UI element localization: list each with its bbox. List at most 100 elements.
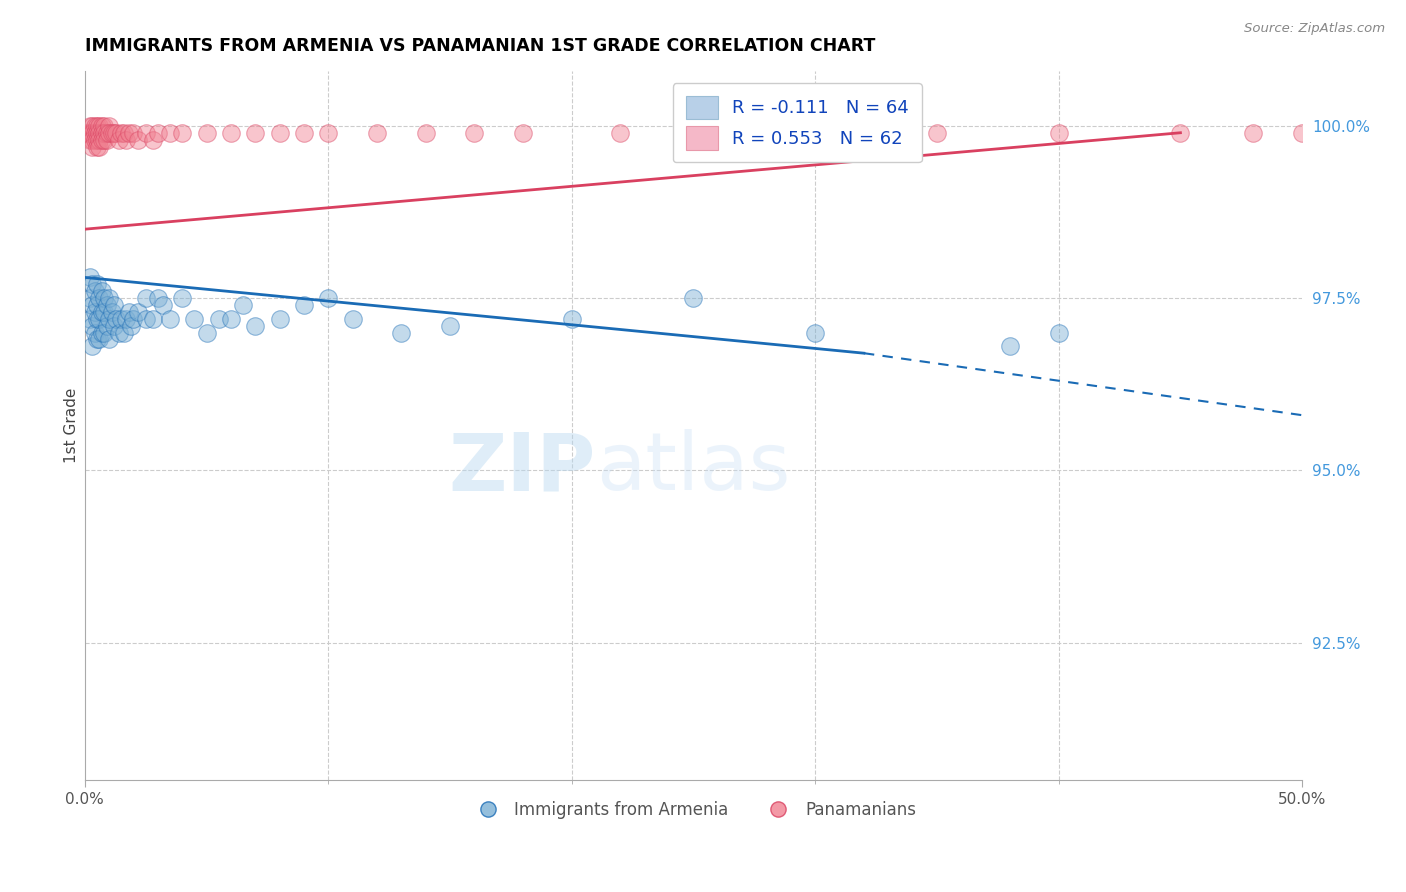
Point <box>98 291 121 305</box>
Point <box>83 284 105 298</box>
Point <box>463 126 485 140</box>
Point <box>108 326 131 340</box>
Point <box>292 126 315 140</box>
Point <box>110 311 132 326</box>
Point <box>115 311 138 326</box>
Point <box>103 318 125 333</box>
Point <box>83 305 105 319</box>
Point <box>90 284 112 298</box>
Point <box>1291 126 1313 140</box>
Point <box>415 126 437 140</box>
Point <box>127 305 149 319</box>
Point <box>80 119 103 133</box>
Point <box>804 326 827 340</box>
Point <box>96 318 118 333</box>
Point <box>79 291 101 305</box>
Point <box>89 133 111 147</box>
Point <box>98 126 121 140</box>
Point <box>103 298 125 312</box>
Point <box>90 119 112 133</box>
Point <box>152 298 174 312</box>
Point <box>83 133 105 147</box>
Point <box>682 126 704 140</box>
Text: atlas: atlas <box>596 429 790 507</box>
Point <box>172 126 194 140</box>
Point <box>269 311 291 326</box>
Point <box>80 126 103 140</box>
Point <box>89 139 111 153</box>
Point <box>117 126 139 140</box>
Point <box>208 311 231 326</box>
Text: IMMIGRANTS FROM ARMENIA VS PANAMANIAN 1ST GRADE CORRELATION CHART: IMMIGRANTS FROM ARMENIA VS PANAMANIAN 1S… <box>84 37 875 55</box>
Point <box>76 126 98 140</box>
Point <box>86 277 108 292</box>
Point <box>93 133 115 147</box>
Point <box>219 311 242 326</box>
Point <box>79 311 101 326</box>
Point <box>86 333 108 347</box>
Point <box>1047 126 1070 140</box>
Point <box>682 291 704 305</box>
Point <box>292 298 315 312</box>
Point <box>90 133 112 147</box>
Point <box>89 119 111 133</box>
Point <box>93 119 115 133</box>
Point <box>512 126 534 140</box>
Legend: Immigrants from Armenia, Panamanians: Immigrants from Armenia, Panamanians <box>464 794 922 825</box>
Point <box>108 133 131 147</box>
Point <box>103 126 125 140</box>
Point <box>93 305 115 319</box>
Point <box>135 311 157 326</box>
Point <box>86 119 108 133</box>
Point <box>120 318 142 333</box>
Point <box>219 126 242 140</box>
Point <box>112 326 135 340</box>
Point <box>80 339 103 353</box>
Point <box>83 119 105 133</box>
Point <box>122 311 145 326</box>
Point <box>146 291 169 305</box>
Point <box>80 133 103 147</box>
Point <box>96 126 118 140</box>
Point <box>316 291 339 305</box>
Point <box>98 333 121 347</box>
Point <box>115 133 138 147</box>
Point <box>80 298 103 312</box>
Point <box>195 126 218 140</box>
Text: ZIP: ZIP <box>449 429 596 507</box>
Point <box>135 126 157 140</box>
Point <box>117 305 139 319</box>
Point <box>79 119 101 133</box>
Point <box>79 126 101 140</box>
Point <box>112 126 135 140</box>
Point <box>122 126 145 140</box>
Point <box>86 311 108 326</box>
Point <box>135 291 157 305</box>
Point <box>90 326 112 340</box>
Point <box>96 298 118 312</box>
Point <box>232 298 254 312</box>
Point <box>159 311 181 326</box>
Point <box>80 277 103 292</box>
Point <box>86 126 108 140</box>
Point <box>146 126 169 140</box>
Point <box>439 318 461 333</box>
Point <box>183 311 205 326</box>
Point <box>105 126 128 140</box>
Point <box>89 311 111 326</box>
Text: Source: ZipAtlas.com: Source: ZipAtlas.com <box>1244 22 1385 36</box>
Point <box>86 133 108 147</box>
Point <box>79 133 101 147</box>
Point <box>389 326 412 340</box>
Point <box>89 126 111 140</box>
Point <box>93 126 115 140</box>
Point <box>142 311 165 326</box>
Point <box>609 126 631 140</box>
Point <box>96 133 118 147</box>
Point <box>159 126 181 140</box>
Point <box>269 126 291 140</box>
Y-axis label: 1st Grade: 1st Grade <box>65 388 79 463</box>
Point <box>1047 326 1070 340</box>
Point <box>1170 126 1192 140</box>
Point <box>245 318 267 333</box>
